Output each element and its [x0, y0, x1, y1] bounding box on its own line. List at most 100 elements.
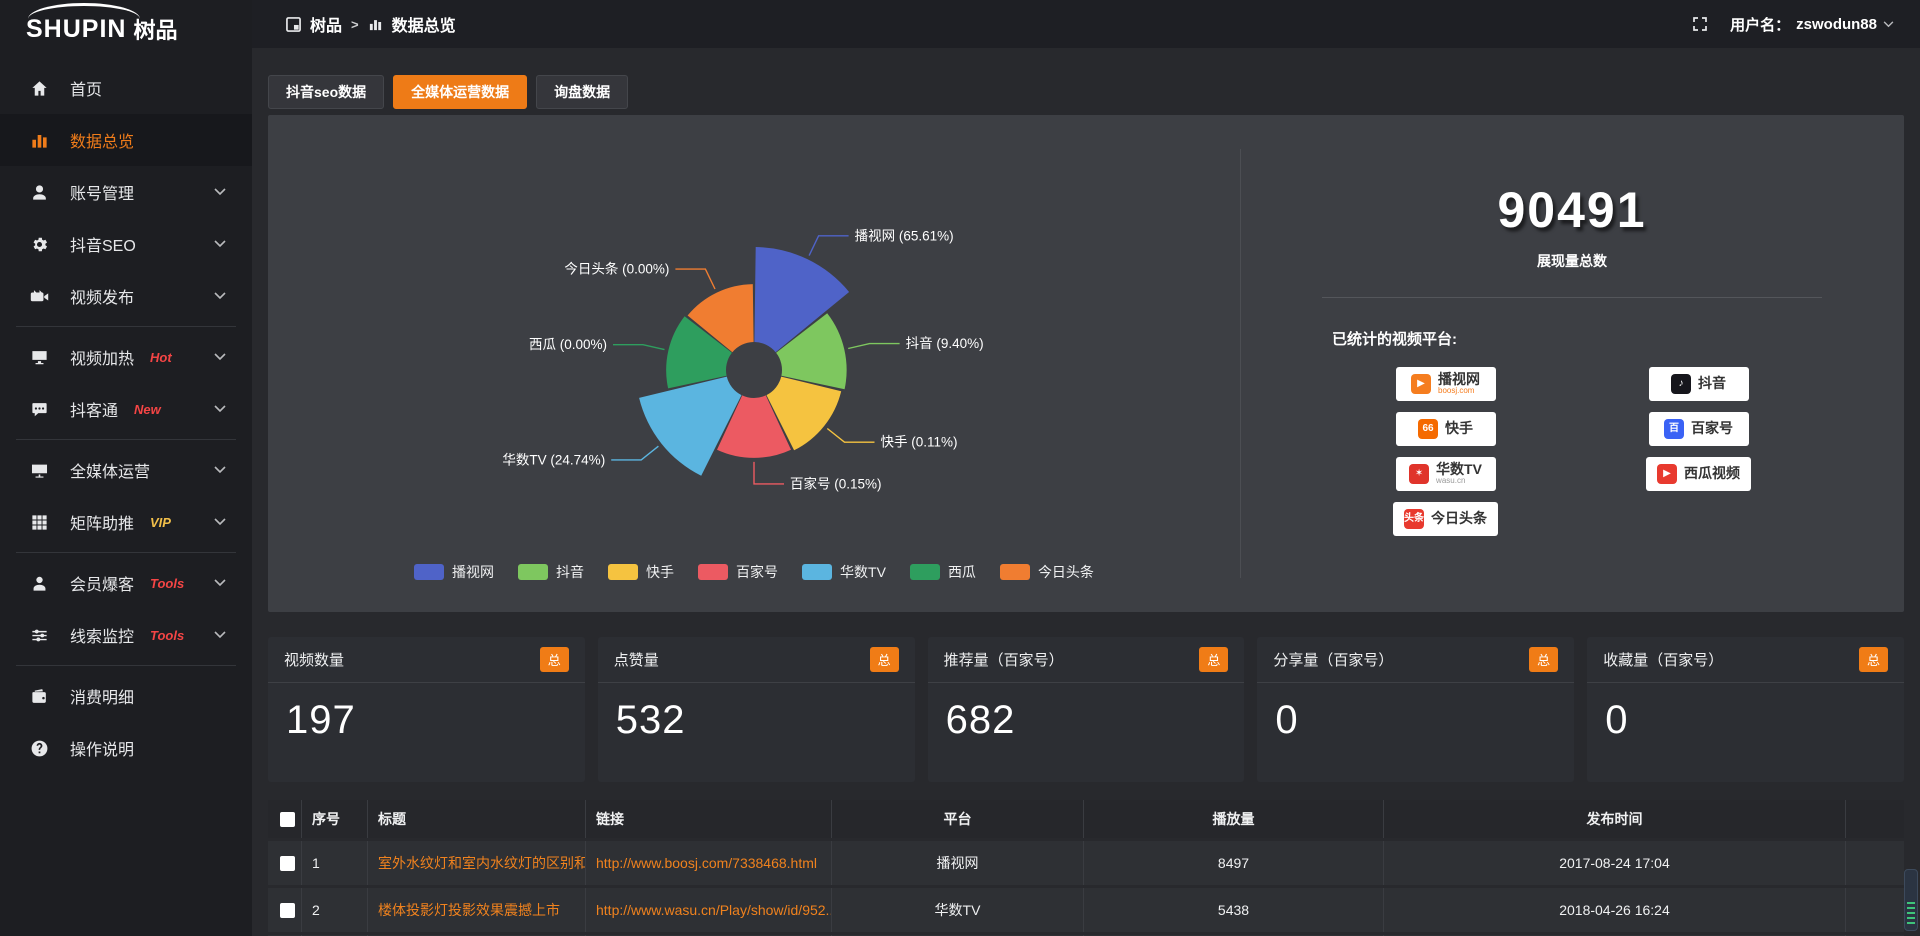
menu-divider — [16, 326, 236, 327]
cell-platform: 华数TV — [832, 888, 1084, 932]
pie-slice-快手[interactable] — [766, 376, 842, 451]
tools-badge: Tools — [150, 575, 185, 591]
sidebar-item-home[interactable]: 首页 — [0, 62, 252, 114]
topbar-right: 用户名： zswodun88 — [1692, 14, 1894, 35]
fullscreen-icon[interactable] — [1692, 16, 1708, 32]
stat-cards: 视频数量 总 197 点赞量 总 532 推荐量（百家号） — [268, 637, 1904, 782]
legend-swatch — [909, 564, 940, 580]
pie-slice-label: 华数TV (24.74%) — [502, 452, 605, 467]
total-badge[interactable]: 总 — [539, 647, 569, 672]
col-header-plays: 播放量 — [1084, 800, 1384, 838]
cell-link[interactable]: http://www.wasu.cn/Play/show/id/952... — [586, 888, 832, 932]
rose-chart-svg[interactable]: 播视网 (65.61%) 抖音 (9.40%) 快手 (0.11%) 百家号 (0.1… — [268, 123, 1240, 555]
platform-logo-icon: ▶ — [1411, 374, 1431, 394]
sidebar-item-account-management[interactable]: 账号管理 — [0, 166, 252, 218]
floating-widget[interactable] — [1904, 869, 1918, 931]
legend-label: 播视网 — [452, 564, 495, 580]
legend-item[interactable]: 华数TV — [802, 562, 886, 582]
platform-badge[interactable]: 66 快手 — [1395, 412, 1496, 446]
platform-badge[interactable]: ✶ 华数TV wasu.cn — [1395, 457, 1496, 491]
sidebar-menu: 首页 数据总览 账号管理 抖音SEO 视频发布 — [0, 48, 252, 774]
sidebar-item-douyin-seo[interactable]: 抖音SEO — [0, 218, 252, 270]
stat-card-label: 点赞量 — [613, 652, 659, 669]
sidebar-item-video-publish[interactable]: 视频发布 — [0, 270, 252, 322]
pie-slice-抖音[interactable] — [776, 313, 847, 390]
platform-logo-icon: ▶ — [1657, 464, 1677, 484]
video-camera-icon — [30, 287, 49, 306]
sidebar-item-data-overview[interactable]: 数据总览 — [0, 114, 252, 166]
sidebar-item-matrix-boost[interactable]: 矩阵助推 VIP — [0, 496, 252, 548]
total-badge[interactable]: 总 — [1858, 647, 1888, 672]
platform-badge[interactable]: 头条 今日头条 — [1393, 502, 1498, 536]
pie-slice-播视网[interactable] — [754, 247, 850, 353]
stat-card-value: 197 — [286, 698, 356, 742]
stat-card: 点赞量 总 532 — [597, 637, 915, 782]
menu-divider — [16, 665, 236, 666]
gear-icon — [30, 235, 49, 254]
legend-label: 快手 — [646, 564, 675, 580]
pie-slice-百家号[interactable] — [717, 395, 791, 458]
pie-slice-今日头条[interactable] — [687, 284, 754, 353]
legend-item[interactable]: 抖音 — [518, 562, 584, 582]
row-checkbox[interactable] — [280, 855, 295, 871]
cell-plays: 8497 — [1084, 841, 1384, 885]
legend-item[interactable]: 快手 — [608, 562, 674, 582]
stat-card-label: 分享量（百家号） — [1273, 652, 1394, 669]
stat-card-value: 0 — [1605, 698, 1629, 742]
data-tab[interactable]: 全媒体运营数据 — [393, 75, 528, 109]
pie-slice-西瓜[interactable] — [666, 316, 732, 389]
legend-item[interactable]: 播视网 — [414, 562, 494, 582]
stat-card: 视频数量 总 197 — [268, 637, 585, 782]
platform-badges-left: ▶ 播视网 boosj.com 66 快手 ✶ 华数TV wasu.cn — [1393, 367, 1498, 536]
sidebar-item-consumption-details[interactable]: 消费明细 — [0, 670, 252, 722]
app-logo[interactable]: SHUPIN 树品 — [0, 0, 252, 48]
grid-icon — [30, 513, 49, 532]
total-badge[interactable]: 总 — [1529, 647, 1559, 672]
platforms-label: 已统计的视频平台: — [1332, 331, 1457, 348]
hot-badge: Hot — [150, 349, 172, 365]
total-badge[interactable]: 总 — [1199, 647, 1229, 672]
cell-time: 2018-04-26 16:24 — [1384, 888, 1846, 932]
legend-item[interactable]: 西瓜 — [909, 562, 976, 582]
platform-logo-icon: 头条 — [1404, 509, 1424, 529]
panel-divider — [1240, 149, 1241, 578]
legend-swatch — [999, 564, 1030, 580]
total-badge[interactable]: 总 — [869, 647, 899, 672]
legend-item[interactable]: 今日头条 — [999, 562, 1094, 582]
breadcrumb-current[interactable]: 数据总览 — [391, 18, 456, 35]
platform-badge[interactable]: ▶ 西瓜视频 — [1646, 457, 1751, 491]
data-tab[interactable]: 抖音seo数据 — [268, 75, 385, 109]
sidebar-item-lead-monitoring[interactable]: 线索监控 Tools — [0, 609, 252, 661]
home-icon — [30, 79, 49, 98]
platform-badge[interactable]: ♪ 抖音 — [1648, 367, 1749, 401]
sidebar-item-instructions[interactable]: 操作说明 — [0, 722, 252, 774]
platform-badge[interactable]: 百 百家号 — [1648, 412, 1749, 446]
cell-title[interactable]: 楼体投影灯投影效果震撼上市 — [368, 888, 586, 932]
legend-swatch — [414, 564, 445, 580]
cell-title[interactable]: 室外水纹灯和室内水纹灯的区别和简介 — [368, 841, 586, 885]
cell-link[interactable]: http://www.boosj.com/7338468.html — [586, 841, 832, 885]
person-icon — [30, 574, 49, 593]
platform-name: 抖音 — [1698, 375, 1726, 392]
chevron-down-icon — [214, 188, 226, 196]
pie-slice-华数TV[interactable] — [639, 376, 742, 476]
menu-divider — [16, 439, 236, 440]
breadcrumb-root[interactable]: 树品 — [310, 18, 343, 35]
select-all-checkbox[interactable] — [280, 811, 295, 827]
impressions-total-label: 展现量总数 — [1537, 253, 1607, 269]
sidebar-item-omnimedia-operation[interactable]: 全媒体运营 — [0, 444, 252, 496]
stat-card-value: 532 — [615, 698, 686, 742]
data-tabs: 抖音seo数据 全媒体运营数据 询盘数据 — [268, 75, 1904, 109]
pie-slice-label: 抖音 (9.40%) — [906, 335, 984, 351]
sidebar-item-member-baoke[interactable]: 会员爆客 Tools — [0, 557, 252, 609]
bar-chart-icon — [30, 131, 49, 150]
data-tab[interactable]: 询盘数据 — [536, 75, 629, 109]
vip-badge: VIP — [150, 514, 171, 530]
legend-item[interactable]: 百家号 — [698, 562, 778, 582]
sidebar-item-doketong[interactable]: 抖客通 New — [0, 383, 252, 435]
platform-badge[interactable]: ▶ 播视网 boosj.com — [1395, 367, 1496, 401]
user-menu[interactable]: 用户名： zswodun88 — [1730, 14, 1894, 35]
row-checkbox[interactable] — [280, 902, 295, 918]
sidebar-item-video-heating[interactable]: 视频加热 Hot — [0, 331, 252, 383]
